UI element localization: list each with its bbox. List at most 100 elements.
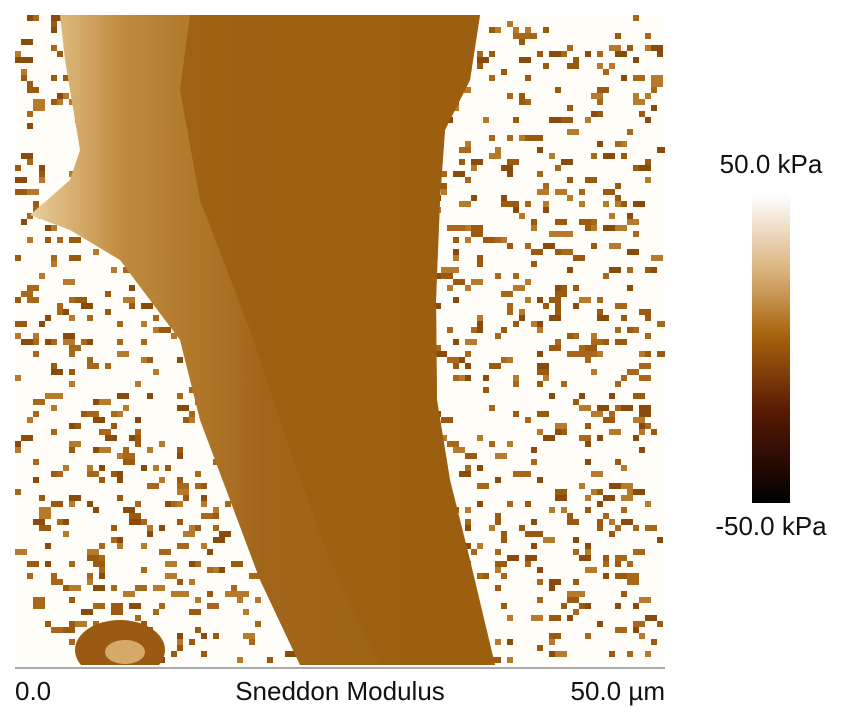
speck: [591, 339, 603, 345]
speck: [465, 525, 471, 531]
speck: [555, 87, 561, 93]
speck: [213, 537, 225, 543]
speck: [609, 651, 615, 657]
speck: [51, 99, 57, 105]
speck: [213, 633, 219, 639]
speck: [195, 561, 201, 567]
speck: [69, 423, 75, 429]
speck: [27, 561, 39, 567]
speck: [213, 507, 219, 513]
speck: [537, 189, 549, 195]
speck: [615, 459, 621, 465]
speck: [525, 27, 531, 33]
speck: [627, 651, 633, 657]
speck: [501, 573, 507, 579]
speck: [477, 63, 483, 69]
speck: [609, 393, 615, 399]
axis-end: 50.0 µm: [571, 676, 665, 706]
speck: [597, 309, 603, 315]
speck: [207, 567, 213, 573]
speck: [585, 567, 597, 573]
speck: [615, 183, 621, 189]
speck: [465, 285, 471, 291]
speck: [447, 225, 459, 231]
speck: [513, 471, 519, 477]
speck: [45, 315, 51, 321]
speck: [615, 573, 627, 579]
speck: [597, 63, 603, 69]
speck: [519, 39, 525, 45]
speck: [597, 405, 609, 411]
speck: [51, 261, 57, 267]
speck: [525, 531, 537, 537]
speck: [33, 477, 39, 483]
speck: [645, 315, 651, 321]
speck: [621, 153, 627, 159]
speck: [639, 597, 651, 603]
speck: [639, 411, 651, 417]
speck: [543, 375, 549, 381]
speck: [627, 327, 633, 333]
speck: [597, 51, 603, 57]
speck: [225, 501, 231, 507]
speck: [15, 441, 21, 447]
speck: [183, 417, 189, 423]
speck: [33, 603, 45, 609]
speck: [99, 399, 111, 405]
speck: [489, 405, 495, 411]
speck: [549, 393, 555, 399]
speck: [63, 93, 69, 99]
speck: [27, 285, 39, 291]
speck: [93, 249, 99, 255]
speck: [543, 183, 549, 189]
speck: [537, 351, 543, 357]
speck: [495, 333, 501, 339]
speck: [453, 255, 459, 261]
speck: [543, 537, 555, 543]
speck: [525, 99, 531, 105]
speck: [483, 387, 489, 393]
speck: [93, 561, 105, 567]
speck: [495, 477, 501, 483]
speck: [615, 225, 627, 231]
speck: [549, 615, 561, 621]
speck: [585, 459, 591, 465]
speck: [555, 309, 561, 315]
speck: [615, 555, 627, 561]
speck: [555, 285, 561, 291]
speck: [159, 549, 171, 555]
speck: [201, 543, 207, 549]
speck: [453, 363, 459, 369]
speck: [537, 567, 543, 573]
speck: [15, 57, 27, 63]
speck: [51, 501, 63, 507]
speck: [477, 435, 483, 441]
speck: [609, 531, 615, 537]
speck: [555, 423, 567, 429]
speck: [81, 411, 87, 417]
speck: [651, 429, 657, 435]
speck: [567, 177, 573, 183]
speck: [183, 483, 189, 489]
speck: [603, 69, 609, 75]
speck: [459, 225, 465, 231]
speck: [69, 639, 75, 645]
speck: [117, 351, 129, 357]
speck: [615, 603, 621, 609]
speck: [507, 555, 519, 561]
speck: [555, 189, 567, 195]
speck: [33, 459, 39, 465]
speck: [453, 357, 459, 363]
speck: [459, 471, 471, 477]
speck: [39, 273, 45, 279]
speck: [501, 195, 507, 201]
speck: [561, 381, 567, 387]
speck: [93, 507, 99, 513]
speck: [561, 159, 573, 165]
speck: [15, 549, 27, 555]
speck: [585, 441, 591, 447]
speck: [177, 483, 183, 489]
speck: [75, 585, 81, 591]
speck: [531, 321, 537, 327]
speck: [129, 513, 141, 519]
